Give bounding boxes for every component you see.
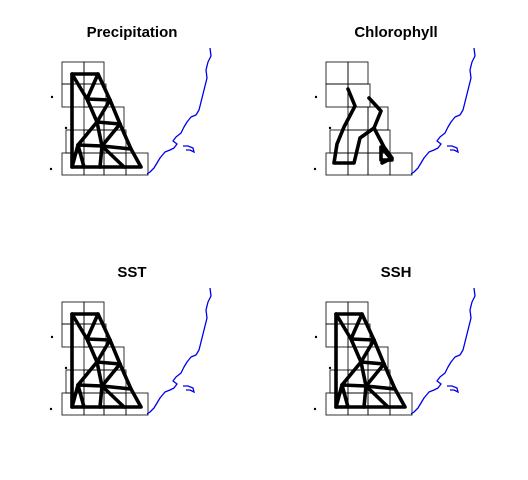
network-edge	[367, 96, 383, 130]
network-edge	[70, 312, 100, 341]
network-edges	[334, 312, 407, 409]
coastline	[146, 287, 212, 415]
site-dot	[50, 335, 54, 339]
network-edge	[340, 383, 368, 388]
map-sst	[49, 287, 212, 416]
network-edge	[359, 338, 376, 364]
network-edge	[379, 145, 394, 162]
site-dot	[50, 95, 54, 99]
network-edge	[362, 384, 368, 409]
site-dot	[64, 366, 68, 370]
coastline-path	[410, 47, 476, 175]
network-edge	[364, 384, 390, 409]
coastline-path	[146, 47, 212, 175]
coastline-inlet	[447, 145, 459, 154]
site-dots	[313, 95, 332, 171]
network-edge	[85, 337, 112, 342]
grid-cell	[325, 83, 349, 108]
grid-cell	[347, 61, 369, 85]
network-edge	[95, 338, 112, 364]
grid-cell	[389, 152, 413, 176]
network-edge	[340, 383, 350, 409]
site-dots	[313, 335, 332, 411]
network-edge	[100, 122, 122, 148]
site-dot	[314, 95, 318, 99]
site-dots	[49, 335, 68, 411]
coastline	[410, 287, 476, 415]
grid-cell	[125, 392, 149, 416]
coastline-path	[410, 287, 476, 415]
network-edge	[334, 312, 364, 341]
grid-cell	[389, 392, 413, 416]
network-edge	[70, 72, 100, 101]
network-edge	[76, 383, 86, 409]
site-dot	[49, 407, 53, 411]
panel-title: SST	[117, 264, 147, 281]
network-edge	[85, 97, 112, 102]
coastline-inlet	[447, 385, 459, 394]
site-dots	[49, 95, 68, 171]
map-precipitation	[49, 47, 212, 176]
grid-cell	[125, 152, 149, 176]
network-edges	[70, 72, 143, 169]
coastline-inlet	[183, 385, 195, 394]
network-edges	[332, 87, 394, 165]
site-dot	[328, 126, 332, 130]
panel-title: Chlorophyll	[354, 24, 438, 41]
site-dot	[314, 335, 318, 339]
network-edge	[100, 384, 126, 409]
grid-cells	[325, 61, 413, 176]
network-edge	[100, 144, 126, 169]
network-edge	[98, 144, 104, 169]
panel-ssh: SSH	[264, 240, 528, 480]
network-edge	[100, 362, 122, 388]
site-dot	[49, 167, 53, 171]
site-dot	[64, 126, 68, 130]
network-edge	[76, 383, 104, 388]
coastline	[146, 47, 212, 175]
map-ssh	[313, 287, 476, 416]
coastline	[410, 47, 476, 175]
network-edge	[98, 384, 104, 409]
panel-precipitation: Precipitation	[0, 0, 264, 240]
network-edge	[349, 337, 376, 342]
site-dot	[328, 366, 332, 370]
map-chlorophyll	[313, 47, 476, 176]
coastline-inlet	[183, 145, 195, 154]
network-edge	[76, 143, 104, 148]
panel-title: SSH	[380, 264, 412, 281]
grid-cell	[325, 61, 349, 85]
network-edge	[76, 143, 86, 169]
network-edge	[95, 98, 112, 124]
network-edge	[332, 87, 394, 165]
panel-title: Precipitation	[86, 24, 178, 41]
site-dot	[313, 167, 317, 171]
network-edge	[364, 362, 386, 388]
coastline-path	[146, 287, 212, 415]
network-edges	[70, 312, 143, 409]
panel-chlorophyll: Chlorophyll	[264, 0, 528, 240]
panel-sst: SST	[0, 240, 264, 480]
site-dot	[313, 407, 317, 411]
